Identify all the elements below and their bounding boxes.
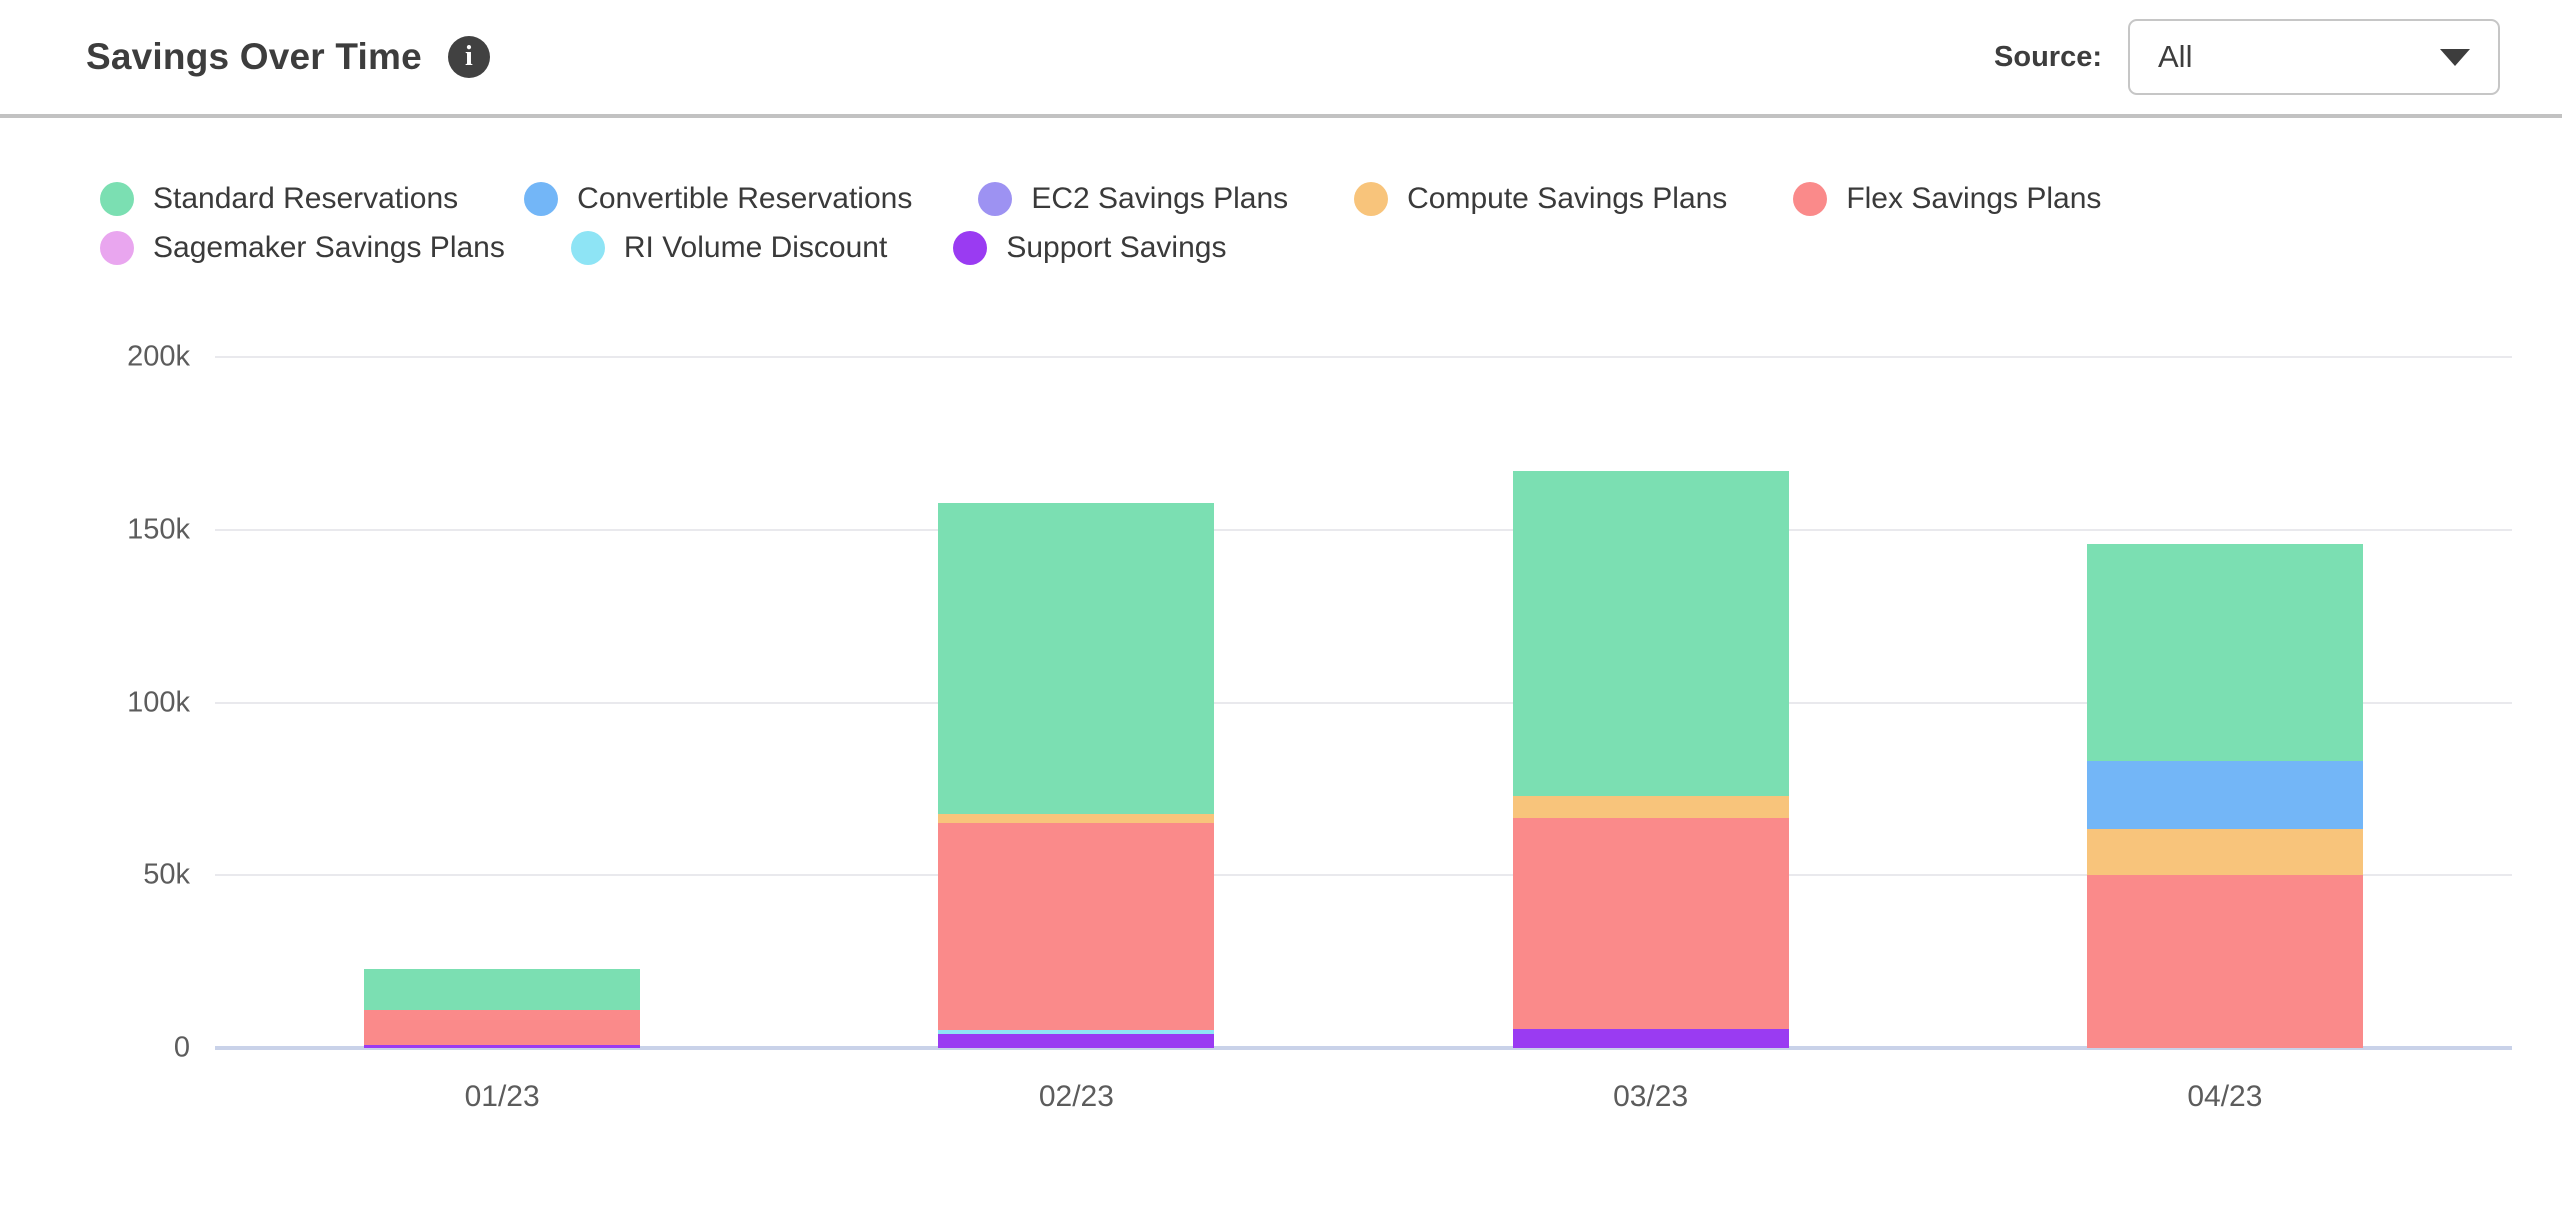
legend-label: Sagemaker Savings Plans [153,231,505,264]
legend-dot-icon [570,231,605,265]
x-axis-line [215,1046,2512,1050]
source-dropdown[interactable]: All [2128,19,2500,95]
legend-row: Standard Reservations Convertible Reserva… [100,182,2520,216]
gridline [215,356,2512,358]
legend-label: Convertible Reservations [577,182,913,215]
x-axis-tick-label: 01/23 [464,1080,540,1113]
legend-dot-icon [524,182,559,216]
bar-segment-04-23-flex-savings-plans[interactable] [2086,875,2363,1048]
chevron-down-icon [2440,48,2470,66]
bar-segment-04-23-convertible-reservations[interactable] [2086,761,2363,829]
bar-segment-04-23-compute-savings-plans[interactable] [2086,828,2363,876]
bar-segment-01-23-standard-reservations[interactable] [364,968,641,1010]
legend-dot-icon [1354,182,1389,216]
bar-segment-04-23-standard-reservations[interactable] [2086,543,2363,762]
bar-segment-02-23-flex-savings-plans[interactable] [938,822,1215,1031]
legend-dot-icon [978,182,1013,216]
bar-segment-03-23-compute-savings-plans[interactable] [1512,795,1789,819]
legend-label: Standard Reservations [153,182,459,215]
legend-label: RI Volume Discount [623,231,888,264]
legend-item-compute-savings-plans[interactable]: Compute Savings Plans [1354,182,1727,216]
page-title: Savings Over Time [86,36,422,77]
legend-item-sagemaker-savings-plans[interactable]: Sagemaker Savings Plans [100,231,505,265]
legend-dot-icon [100,231,134,265]
x-axis-tick-label: 02/23 [1038,1080,1114,1113]
bar-segment-03-23-support-savings[interactable] [1512,1028,1789,1048]
source-dropdown-value: All [2158,39,2193,74]
x-axis-tick-label: 04/23 [2187,1080,2263,1113]
bar-segment-03-23-standard-reservations[interactable] [1512,471,1789,796]
bar-segment-03-23-flex-savings-plans[interactable] [1512,818,1789,1029]
y-axis-tick-label: 150k [127,513,190,546]
y-axis-tick-label: 200k [127,340,190,373]
legend-label: EC2 Savings Plans [1031,182,1289,215]
legend-dot-icon [953,231,988,265]
legend-label: Flex Savings Plans [1846,182,2102,215]
legend-label: Compute Savings Plans [1407,182,1728,215]
legend-item-ri-volume-discount[interactable]: RI Volume Discount [570,231,888,265]
y-axis-tick-label: 50k [143,858,190,891]
bar-segment-02-23-standard-reservations[interactable] [938,503,1215,815]
chart-header: Savings Over Time i Source: All [0,0,2562,114]
header-divider [0,114,2562,118]
x-axis-tick-label: 03/23 [1613,1080,1689,1113]
gridline [215,874,2512,877]
legend-item-standard-reservations[interactable]: Standard Reservations [100,182,458,216]
legend-label: Support Savings [1006,231,1227,264]
y-axis-tick-label: 0 [173,1031,190,1064]
bar-segment-01-23-flex-savings-plans[interactable] [364,1009,641,1045]
bar-segment-02-23-ri-volume-discount[interactable] [938,1030,1215,1035]
source-label: Source: [1994,40,2102,73]
bar-segment-02-23-support-savings[interactable] [938,1034,1215,1048]
legend-item-support-savings[interactable]: Support Savings [953,231,1226,265]
legend-item-flex-savings-plans[interactable]: Flex Savings Plans [1793,182,2101,216]
legend-dot-icon [100,182,134,216]
y-axis-tick-label: 100k [127,686,190,718]
bar-segment-02-23-compute-savings-plans[interactable] [938,814,1215,823]
legend-item-convertible-reservations[interactable]: Convertible Reservations [524,182,912,216]
gridline [215,528,2512,531]
legend-row: Sagemaker Savings Plans RI Volume Discoun… [100,231,2520,265]
bar-segment-01-23-support-savings[interactable] [364,1044,641,1048]
legend-item-ec2-savings-plans[interactable]: EC2 Savings Plans [978,182,1288,216]
legend-dot-icon [1793,182,1828,216]
chart-legend: Standard Reservations Convertible Reserva… [100,182,2520,280]
gridline [215,701,2512,704]
info-icon[interactable]: i [447,36,490,78]
